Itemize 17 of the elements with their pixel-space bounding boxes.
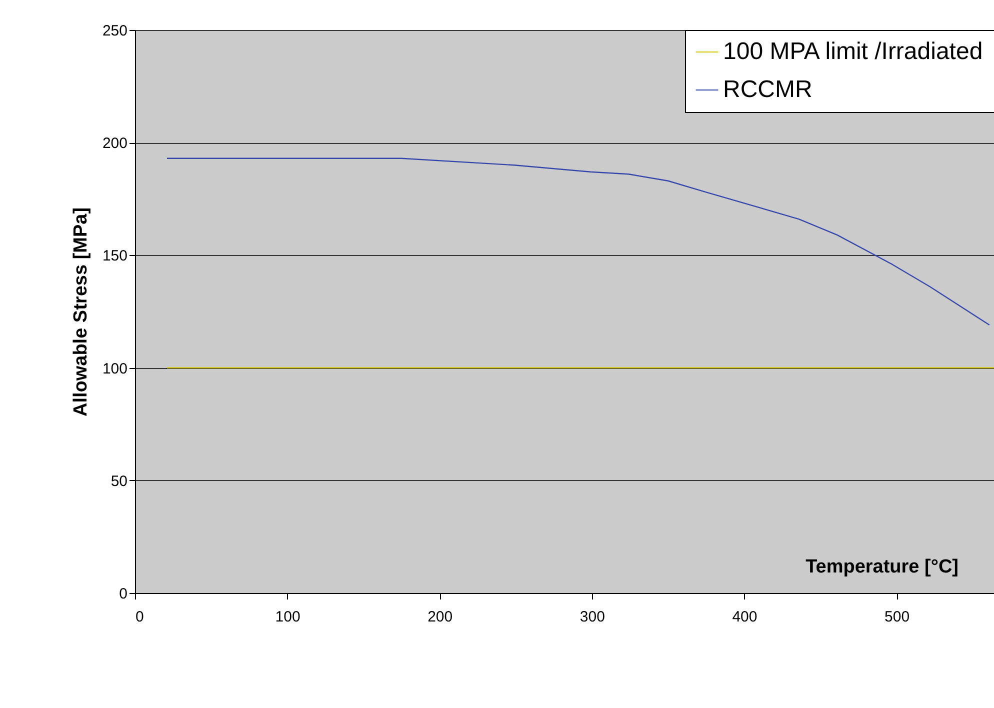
y-tick-label: 0 [119,586,128,602]
x-tick-label: 400 [732,608,758,626]
legend-label: 100 MPA limit /Irradiated [723,38,983,65]
legend-label: RCCMR [723,76,812,103]
y-tick-label: 150 [102,248,128,265]
y-tick-label: 250 [102,22,128,40]
y-tick-label: 200 [102,135,128,152]
y-axis-title: Allowable Stress [MPa] [70,207,92,417]
x-tick-label: 0 [136,608,144,626]
line-series [166,158,990,326]
x-tick-label: 100 [275,608,300,626]
y-tick-label: 100 [102,360,128,378]
x-axis-title: Temperature [°C] [806,556,958,578]
x-tick-label: 300 [580,608,605,626]
x-tick-label: 200 [428,608,453,626]
y-tick-label: 50 [110,472,128,490]
x-tick-label: 500 [884,608,910,626]
